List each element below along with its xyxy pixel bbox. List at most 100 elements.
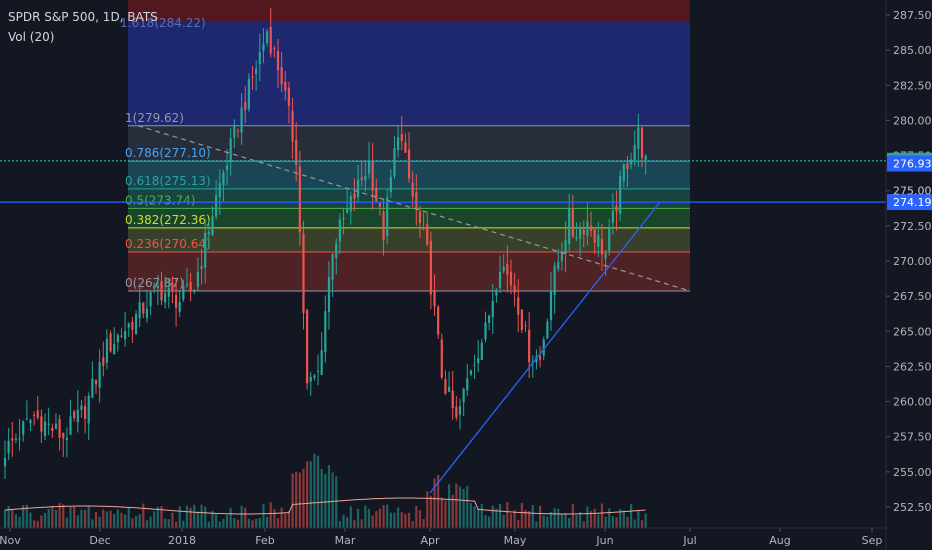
candle-body: [91, 378, 94, 398]
candle-body: [498, 271, 502, 289]
volume-bar: [160, 505, 163, 528]
candle-body: [404, 142, 407, 153]
volume-bar: [528, 511, 531, 528]
candle-body: [65, 437, 68, 441]
candle-body: [411, 182, 414, 197]
candle-body: [280, 67, 283, 85]
volume-bar: [276, 518, 280, 528]
candle-body: [608, 228, 611, 251]
candle-body: [451, 390, 454, 409]
candle-body: [127, 323, 130, 328]
price-tick-label: 252.50: [893, 501, 932, 514]
time-tick-label: 2018: [168, 534, 196, 547]
price-label-partial: 275.00: [893, 185, 932, 198]
volume-bar: [488, 516, 491, 528]
volume-bar: [196, 511, 200, 528]
candle-body: [622, 164, 625, 182]
volume-bar: [400, 512, 403, 528]
volume-bar: [498, 503, 502, 528]
volume-bar: [207, 521, 210, 528]
volume-bar: [211, 510, 214, 528]
volume-bar: [102, 509, 105, 528]
price-tick-label: 255.00: [893, 466, 932, 479]
price-tick-label: 282.50: [893, 79, 932, 92]
volume-bar: [589, 510, 593, 528]
volume-bar: [549, 511, 553, 528]
candle-body: [215, 195, 218, 217]
price-tick-label: 262.50: [893, 360, 932, 373]
volume-bar: [218, 521, 221, 528]
price-tick-label: 260.00: [893, 396, 932, 409]
candle-body: [586, 221, 589, 236]
volume-bar: [458, 486, 462, 528]
volume-bar: [480, 503, 483, 528]
price-axis-bg: [886, 0, 932, 550]
volume-bar: [407, 512, 411, 528]
candle-body: [73, 411, 76, 418]
candle-body: [604, 253, 607, 259]
volume-bar: [557, 508, 560, 528]
volume-bar: [233, 518, 236, 528]
volume-bar: [597, 514, 600, 528]
volume-bar: [633, 519, 636, 528]
volume-bar: [371, 515, 374, 528]
candle-body: [58, 418, 61, 438]
candle-body: [491, 300, 494, 318]
candle-body: [218, 183, 221, 198]
candle-body: [571, 209, 574, 237]
volume-bar: [346, 517, 349, 528]
candle-body: [251, 76, 254, 78]
trendline-support: [429, 201, 661, 494]
volume-bar: [171, 512, 174, 528]
volume-bar: [513, 510, 516, 528]
candle-body: [287, 87, 291, 107]
candle-body: [87, 395, 90, 424]
volume-bar: [538, 505, 542, 528]
candle-body: [484, 322, 487, 340]
candle-body: [295, 139, 298, 165]
candle-body: [196, 271, 200, 287]
volume-bar: [182, 520, 185, 528]
volume-bar: [244, 507, 247, 528]
time-tick-label: Sep: [862, 534, 883, 547]
volume-bar: [65, 517, 68, 528]
volume-bar: [353, 520, 356, 528]
candle-body: [229, 138, 232, 163]
candle-body: [33, 414, 36, 416]
candle-body: [83, 406, 87, 419]
volume-bar: [120, 512, 123, 528]
volume-bar: [229, 508, 232, 528]
candle-body: [495, 289, 498, 296]
volume-bar: [484, 515, 487, 528]
volume-bar: [600, 503, 604, 528]
price-tick-label: 285.00: [893, 44, 932, 57]
volume-bar: [142, 503, 145, 528]
fib-level-label: 0.5(273.74): [125, 193, 195, 207]
candle-body: [313, 375, 316, 378]
time-tick-label: Nov: [0, 534, 21, 547]
volume-bar: [255, 518, 258, 528]
fib-ext-zone-blue: [128, 22, 690, 126]
volume-bar: [451, 494, 454, 528]
candle-body: [564, 240, 567, 254]
volume-bar: [440, 497, 443, 528]
candle-body: [120, 335, 123, 337]
candle-body: [542, 339, 545, 356]
candle-body: [364, 176, 367, 181]
candle-body: [458, 406, 462, 415]
symbol-title: SPDR S&P 500, 1D, BATS: [8, 10, 158, 24]
candle-body: [356, 179, 360, 198]
candle-body: [415, 192, 418, 209]
volume-bar: [491, 505, 494, 528]
volume-bar: [473, 506, 476, 528]
volume-bar: [178, 506, 181, 528]
time-tick-label: Aug: [769, 534, 790, 547]
fib-level-label: 1(279.62): [125, 111, 184, 125]
volume-bar: [324, 474, 327, 528]
volume-bar: [342, 514, 345, 528]
volume-bar: [335, 476, 338, 528]
volume-bar: [113, 513, 116, 528]
candle-body: [549, 291, 553, 321]
candle-body: [258, 52, 261, 65]
